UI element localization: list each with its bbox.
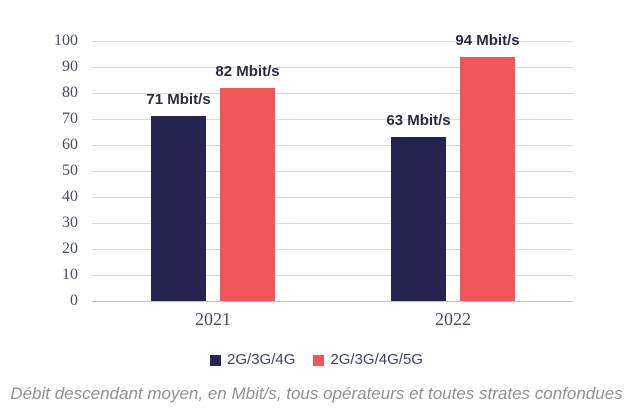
bar-2021-2G/3G/4G — [151, 116, 206, 301]
gridline-40 — [92, 197, 573, 198]
gridline-80 — [92, 93, 573, 94]
gridline-20 — [92, 249, 573, 250]
bar-2021-2G/3G/4G/5G — [220, 87, 275, 301]
chart-caption: Débit descendant moyen, en Mbit/s, tous … — [10, 384, 623, 403]
legend-swatch-icon — [210, 354, 222, 366]
x-axis: 2021 2022 — [92, 309, 573, 331]
x-tick-label-2021: 2021 — [195, 309, 231, 329]
gridline-90 — [92, 67, 573, 68]
gridline-60 — [92, 145, 573, 146]
y-tick-label-80: 80 — [62, 84, 78, 101]
bar-value-label-2022-2G/3G/4G/5G: 94 Mbit/s — [455, 31, 520, 49]
y-tick-label-50: 50 — [62, 162, 78, 179]
bar-value-label-2021-2G/3G/4G/5G: 82 Mbit/s — [215, 62, 280, 80]
y-tick-label-90: 90 — [62, 58, 78, 75]
y-tick-label-70: 70 — [62, 110, 78, 127]
y-tick-label-60: 60 — [62, 136, 78, 153]
gridline-10 — [92, 275, 573, 276]
y-tick-label-100: 100 — [54, 32, 78, 49]
legend-swatch-icon — [313, 354, 325, 366]
gridline-70 — [92, 119, 573, 120]
bar-value-label-2022-2G/3G/4G: 63 Mbit/s — [386, 112, 451, 130]
legend-item-2G/3G/4G/5G: 2G/3G/4G/5G — [313, 352, 423, 368]
legend-label: 2G/3G/4G — [227, 351, 296, 368]
gridline-50 — [92, 171, 573, 172]
y-tick-label-10: 10 — [62, 266, 78, 283]
chart-legend: 2G/3G/4G 2G/3G/4G/5G — [0, 351, 633, 369]
y-tick-label-20: 20 — [62, 240, 78, 257]
bar-value-label-2021-2G/3G/4G: 71 Mbit/s — [146, 91, 211, 109]
y-tick-label-40: 40 — [62, 188, 78, 205]
y-tick-label-0: 0 — [70, 292, 78, 309]
legend-item-2G/3G/4G: 2G/3G/4G — [210, 352, 295, 368]
x-tick-label-2022: 2022 — [435, 309, 471, 329]
gridline-0 — [92, 301, 573, 302]
bar-2022-2G/3G/4G — [391, 137, 446, 301]
legend-label: 2G/3G/4G/5G — [330, 351, 423, 368]
bar-2022-2G/3G/4G/5G — [460, 56, 515, 301]
plot-area: 71 Mbit/s 82 Mbit/s 63 Mbit/s 94 Mbit/s — [92, 32, 573, 302]
gridline-100 — [92, 41, 573, 42]
gridline-30 — [92, 223, 573, 224]
y-tick-label-30: 30 — [62, 214, 78, 231]
y-axis: 0 10 20 30 40 50 60 70 80 90 100 — [0, 33, 78, 309]
